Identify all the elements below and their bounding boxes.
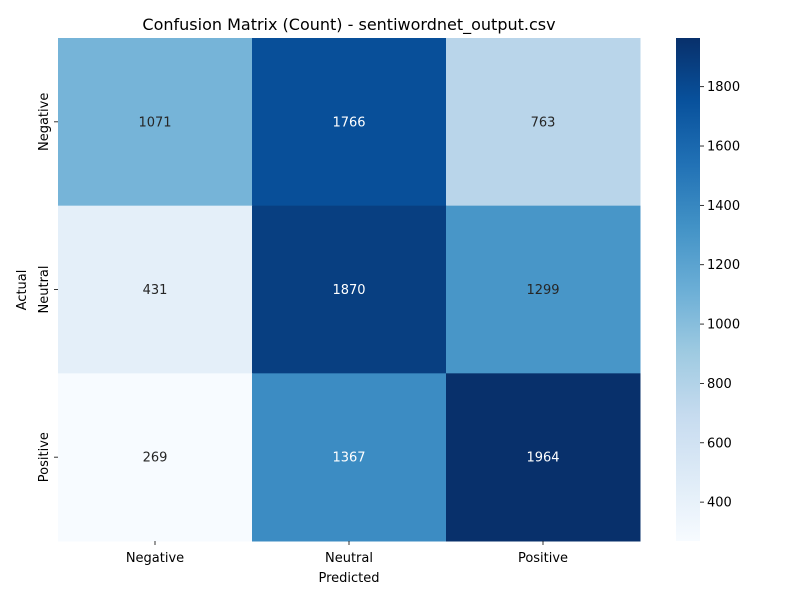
cell-value: 1964: [526, 451, 559, 466]
y-tick-label: Negative: [37, 93, 52, 151]
y-axis-ticks: Negative Neutral Positive: [37, 93, 58, 482]
heatmap-cell: [446, 205, 641, 374]
colorbar-tick-label: 1600: [707, 140, 740, 155]
cell-value: 1071: [138, 115, 171, 130]
x-tick-label: Neutral: [325, 551, 373, 566]
heatmap-cell: [58, 373, 253, 542]
y-axis-label: Actual: [15, 270, 30, 311]
cell-value: 1870: [332, 283, 365, 298]
colorbar-tick-label: 1000: [707, 318, 740, 333]
heatmap-cell: [58, 38, 253, 207]
heatmap-cell: [252, 373, 447, 542]
colorbar-tick-label: 800: [707, 377, 732, 392]
y-tick-label: Neutral: [37, 266, 52, 314]
cell-annotations: 1071 1766 763 431 1870 1299 269 1367 1964: [138, 115, 559, 465]
colorbar-ticks: 400 600 800 1000 1200 1400 1600 1800: [700, 80, 740, 511]
x-axis-ticks: Negative Neutral Positive: [126, 541, 568, 566]
heatmap-cell: [446, 38, 641, 207]
colorbar-tick-label: 600: [707, 436, 732, 451]
cell-value: 1367: [332, 451, 365, 466]
colorbar-tick-label: 1200: [707, 258, 740, 273]
colorbar-tick-label: 1800: [707, 80, 740, 95]
heatmap-cells: [58, 38, 641, 542]
cell-value: 269: [143, 451, 168, 466]
heatmap-cell: [446, 373, 641, 542]
x-axis-label: Predicted: [318, 571, 379, 586]
colorbar: [676, 38, 700, 541]
chart-title: Confusion Matrix (Count) - sentiwordnet_…: [142, 15, 555, 35]
x-tick-label: Positive: [518, 551, 568, 566]
colorbar-tick-label: 1400: [707, 199, 740, 214]
cell-value: 1299: [526, 283, 559, 298]
cell-value: 431: [143, 283, 168, 298]
y-tick-label: Positive: [37, 432, 52, 482]
heatmap-cell: [58, 205, 253, 374]
heatmap-cell: [252, 38, 447, 207]
cell-value: 1766: [332, 115, 365, 130]
cell-value: 763: [531, 115, 556, 130]
colorbar-tick-label: 400: [707, 496, 732, 511]
x-tick-label: Negative: [126, 551, 184, 566]
heatmap-cell: [252, 205, 447, 374]
